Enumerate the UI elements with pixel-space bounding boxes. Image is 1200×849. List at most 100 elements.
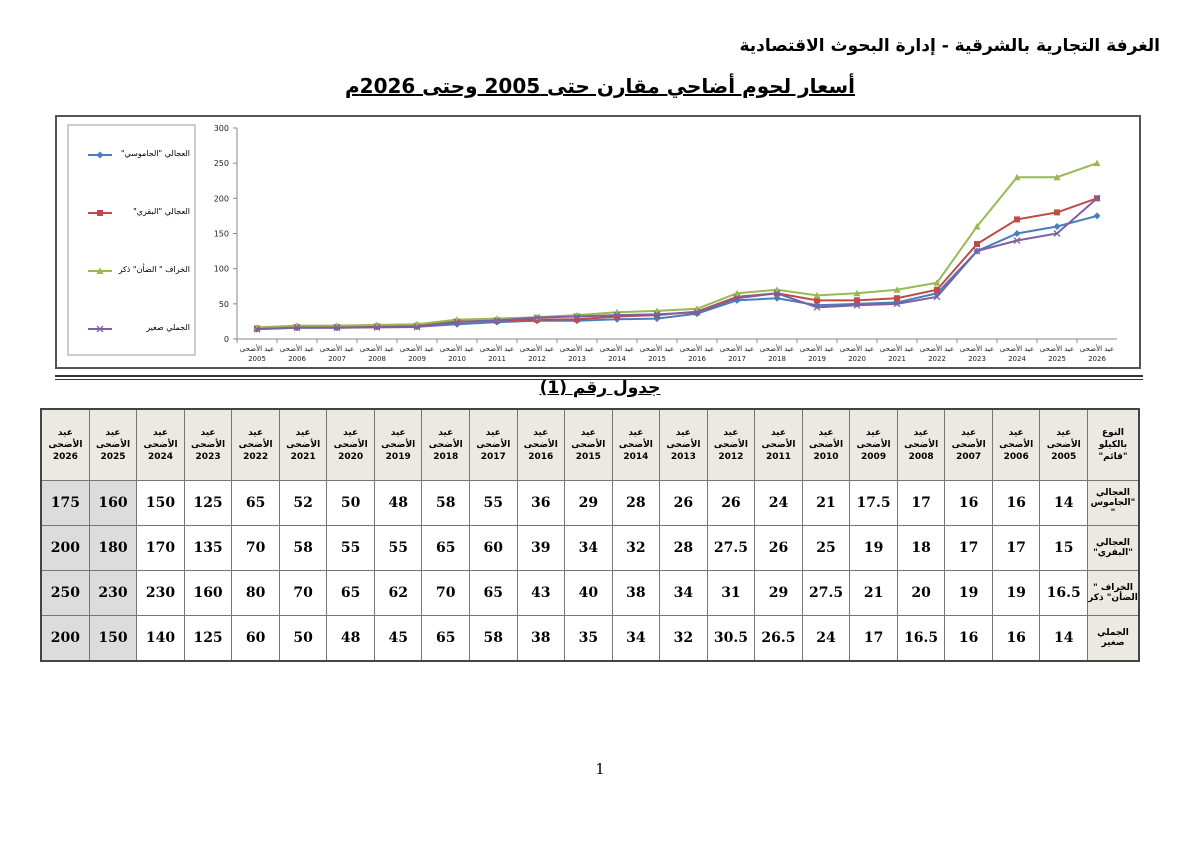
- point: [733, 294, 741, 302]
- point: [333, 324, 341, 332]
- table-cell: 50: [326, 480, 375, 526]
- data-table: النوع بالكيلو "قائم" عيد الأضحى 2005 عيد ا…: [40, 408, 1140, 662]
- series-line: [256, 197, 1098, 331]
- row-label: العجالي "الجاموس ": [1087, 480, 1140, 526]
- table-cell: 19: [849, 525, 898, 571]
- table-cell: 230: [88, 570, 138, 616]
- table-cell: 60: [469, 525, 518, 571]
- table-cell: 14: [1039, 480, 1088, 526]
- point: [613, 311, 621, 319]
- table-cell: 60: [231, 615, 280, 662]
- table-cell: 200: [40, 615, 90, 662]
- table-cell: 28: [659, 525, 708, 571]
- table-cell: 65: [231, 480, 280, 526]
- point: [773, 289, 781, 297]
- table-header-cell: عيد الأضحى 2019: [373, 408, 423, 481]
- table-header-cell: عيد الأضحى 2014: [611, 408, 661, 481]
- point: [1054, 209, 1060, 216]
- x-tick-label: عيد الأضحى 2007: [319, 345, 355, 363]
- x-tick-label: عيد الأضحى 2006: [279, 345, 315, 363]
- x-tick-label: عيد الأضحى 2025: [1039, 345, 1075, 363]
- table-cell: 17: [849, 615, 898, 662]
- legend-label: الخراف " الضأن" ذكر: [118, 265, 190, 274]
- table-cell: 21: [849, 570, 898, 616]
- point: [253, 325, 261, 333]
- table-cell: 24: [754, 480, 803, 526]
- table-cell: 26: [706, 480, 756, 526]
- table-cell: 32: [611, 525, 661, 571]
- table-cell: 16: [991, 480, 1041, 526]
- x-tick-label: عيد الأضحى 2013: [559, 345, 595, 363]
- table-cell: 80: [231, 570, 280, 616]
- table-cell: 19: [991, 570, 1041, 616]
- table-cell: 58: [278, 525, 328, 571]
- table-cell: 31: [706, 570, 756, 616]
- table-cell: 65: [469, 570, 518, 616]
- table-cell: 70: [231, 525, 280, 571]
- table-cell: 16: [991, 615, 1041, 662]
- table-header-cell: عيد الأضحى 2026: [40, 408, 90, 481]
- page-number: 1: [595, 760, 605, 778]
- point: [1053, 173, 1061, 181]
- x-tick-label: عيد الأضحى 2023: [959, 345, 995, 363]
- point: [853, 289, 861, 297]
- chart: 0 50 100 150 200 250 300: [67, 124, 1117, 356]
- point: [96, 325, 104, 333]
- point: [293, 324, 301, 332]
- point: [453, 318, 461, 326]
- point: [97, 210, 103, 216]
- x-tick-label: عيد الأضحى 2020: [839, 345, 875, 363]
- point: [413, 323, 421, 331]
- table-header-cell: عيد الأضحى 2025: [88, 408, 138, 481]
- y-tick-label: 100: [214, 265, 229, 274]
- point: [734, 293, 740, 300]
- table-header-cell: عيد الأضحى 2021: [278, 408, 328, 481]
- table-header-cell: النوع بالكيلو "قائم": [1087, 408, 1140, 481]
- table-row: العجالي "الجاموس " 14 16 16 17 17.5 21 24 26 26 28…: [40, 480, 1140, 526]
- x-tick-label: عيد الأضحى 2018: [759, 345, 795, 363]
- table-row: الجملي صغير 14 16 16 16.5 17 24 26.5 30.5 32 34 35 3…: [40, 615, 1140, 662]
- legend-box: [67, 124, 196, 356]
- table-cell: 26: [659, 480, 708, 526]
- x-tick-label: عيد الأضحى 2008: [359, 345, 395, 363]
- table-cell: 45: [373, 615, 423, 662]
- table-cell: 34: [659, 570, 708, 616]
- point: [933, 293, 941, 301]
- point: [1013, 237, 1021, 244]
- table-cell: 150: [88, 615, 138, 662]
- table-header-cell: عيد الأضحى 2015: [564, 408, 613, 481]
- table-cell: 250: [40, 570, 90, 616]
- point: [573, 313, 581, 320]
- table-header-cell: عيد الأضحى 2020: [326, 408, 375, 481]
- x-tick-label: عيد الأضحى 2021: [879, 345, 915, 363]
- point: [974, 241, 980, 248]
- point: [973, 247, 981, 255]
- x-tick-label: عيد الأضحى 2009: [399, 345, 435, 363]
- table-cell: 19: [944, 570, 993, 616]
- table-cell: 30.5: [706, 615, 756, 662]
- table-header-cell: عيد الأضحى 2008: [896, 408, 946, 481]
- table-cell: 34: [564, 525, 613, 571]
- x-tick-label: عيد الأضحى 2015: [639, 345, 675, 363]
- table-cell: 27.5: [706, 525, 756, 571]
- table-header-cell: عيد الأضحى 2013: [659, 408, 708, 481]
- table-cell: 38: [611, 570, 661, 616]
- table-header-cell: عيد الأضحى 2018: [421, 408, 470, 481]
- table-cell: 27.5: [801, 570, 851, 616]
- row-label: الجملي صغير: [1087, 615, 1140, 662]
- table-header-cell: عيد الأضحى 2016: [516, 408, 566, 481]
- table-header-cell: عيد الأضحى 2006: [991, 408, 1041, 481]
- point: [1093, 159, 1101, 167]
- legend-label: الجملي صغير: [146, 323, 190, 332]
- table-cell: 170: [136, 525, 185, 571]
- rule: [55, 379, 1143, 380]
- point: [773, 294, 781, 302]
- table-cell: 29: [754, 570, 803, 616]
- table-cell: 36: [516, 480, 566, 526]
- table-cell: 17.5: [849, 480, 898, 526]
- rule: [55, 375, 1143, 377]
- table-cell: 16.5: [896, 615, 946, 662]
- table-cell: 16: [944, 615, 993, 662]
- table-cell: 35: [564, 615, 613, 662]
- legend-label: العجالي "البقري": [133, 207, 190, 216]
